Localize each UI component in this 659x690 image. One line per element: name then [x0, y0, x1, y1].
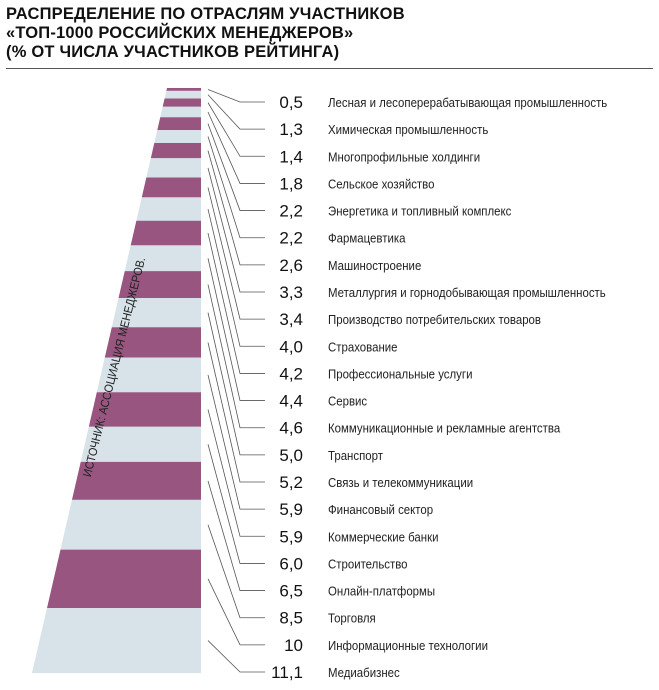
connector-line: [207, 232, 265, 374]
category-label: Коммерческие банки: [328, 530, 438, 545]
pyramid-band: [154, 130, 201, 143]
category-label: Производство потребительских товаров: [328, 312, 541, 327]
pyramid-band: [71, 461, 202, 500]
connector-line: [207, 102, 265, 157]
category-label: Химическая промышленность: [328, 122, 488, 137]
pyramid-band: [141, 177, 201, 198]
pyramid-band: [162, 98, 201, 107]
pyramid-band: [111, 298, 201, 328]
pyramid-band: [96, 357, 201, 393]
pyramid-band: [160, 106, 201, 118]
value-label: 6,0: [279, 554, 303, 573]
category-label: Сервис: [328, 394, 367, 409]
connector-line: [207, 111, 265, 184]
value-label: 2,2: [279, 202, 303, 221]
value-label: 4,6: [279, 419, 303, 438]
value-label: 5,9: [279, 500, 303, 519]
value-label: 2,6: [279, 256, 303, 275]
connector-line: [207, 444, 265, 564]
category-label: Торговля: [328, 611, 376, 626]
pyramid-band: [104, 327, 201, 358]
category-label: Строительство: [328, 557, 408, 572]
value-label: 1,3: [279, 120, 303, 139]
pyramid-band: [157, 117, 201, 131]
pyramid-band: [150, 142, 201, 159]
category-label: Страхование: [328, 340, 398, 355]
title-line: РАСПРЕДЕЛЕНИЕ ПО ОТРАСЛЯМ УЧАСТНИКОВ: [6, 5, 405, 23]
pyramid-band: [146, 158, 201, 178]
category-label: Многопрофильные холдинги: [328, 150, 480, 165]
value-label: 5,0: [279, 446, 303, 465]
value-label: 5,9: [279, 527, 303, 546]
pyramid-band: [124, 245, 201, 272]
pyramid-band: [118, 271, 201, 299]
chart-title: РАСПРЕДЕЛЕНИЕ ПО ОТРАСЛЯМ УЧАСТНИКОВ «ТО…: [6, 5, 405, 62]
value-label: 10: [284, 636, 303, 655]
title-line: «ТОП-1000 РОССИЙСКИХ МЕНЕДЖЕРОВ»: [6, 24, 354, 42]
connector-line: [207, 150, 265, 266]
connector-line: [207, 284, 265, 429]
value-label: 8,5: [279, 609, 303, 628]
connector-line: [207, 187, 265, 320]
category-label: Коммуникационные и рекламные агентства: [328, 421, 560, 436]
connector-line: [207, 409, 265, 537]
connector-line: [207, 94, 265, 130]
category-label: Металлургия и горнодобывающая промышленн…: [328, 285, 606, 300]
connector-line: [207, 123, 265, 211]
connector-line: [207, 524, 265, 619]
category-label: Сельское хозяйство: [328, 177, 435, 192]
category-label: Лесная и лесоперерабатывающая промышленн…: [328, 95, 607, 110]
connector-line: [207, 312, 265, 456]
pyramid-band: [136, 197, 201, 221]
category-label: Связь и телекоммуникации: [328, 475, 473, 490]
category-label: Энергетика и топливный комплекс: [328, 204, 511, 219]
connector-line: [207, 578, 265, 646]
category-label: Машиностроение: [328, 258, 421, 273]
value-label: 1,4: [279, 147, 303, 166]
pyramid-band: [60, 499, 201, 550]
connector-line: [207, 89, 265, 103]
pyramid-band: [88, 392, 201, 427]
pyramid-band: [32, 608, 201, 673]
connector-line: [207, 342, 265, 483]
category-label: Онлайн-платформы: [328, 584, 435, 599]
value-label: 5,2: [279, 473, 303, 492]
category-label: Информационные технологии: [328, 638, 488, 653]
value-label: 4,2: [279, 364, 303, 383]
title-line: (% ОТ ЧИСЛА УЧАСТНИКОВ РЕЙТИНГА): [6, 43, 340, 61]
category-label: Профессиональные услуги: [328, 367, 472, 382]
pyramid-band: [46, 549, 201, 609]
connector-line: [207, 258, 265, 401]
pyramid-band: [166, 88, 201, 91]
value-label: 6,5: [279, 582, 303, 601]
value-label: 3,3: [279, 283, 303, 302]
value-label: 2,2: [279, 229, 303, 248]
category-label: Фармацевтика: [328, 231, 406, 246]
category-label: Транспорт: [328, 448, 383, 463]
category-label: Медиабизнес: [328, 665, 400, 680]
pyramid-band: [164, 90, 201, 99]
value-label: 0,5: [279, 93, 303, 112]
pyramid-band: [130, 220, 201, 246]
connector-line: [207, 167, 265, 293]
value-label: 4,0: [279, 337, 303, 356]
pyramid-band: [80, 426, 201, 462]
title-divider: [6, 68, 653, 69]
category-label: Финансовый сектор: [328, 502, 433, 517]
connector-line: [207, 640, 265, 673]
connector-line: [207, 209, 265, 347]
connector-line: [207, 480, 265, 591]
connector-line: [207, 136, 265, 239]
value-label: 1,8: [279, 174, 303, 193]
value-label: 4,4: [279, 392, 303, 411]
value-label: 11,1: [271, 663, 303, 682]
value-label: 3,4: [279, 310, 303, 329]
connector-line: [207, 374, 265, 510]
